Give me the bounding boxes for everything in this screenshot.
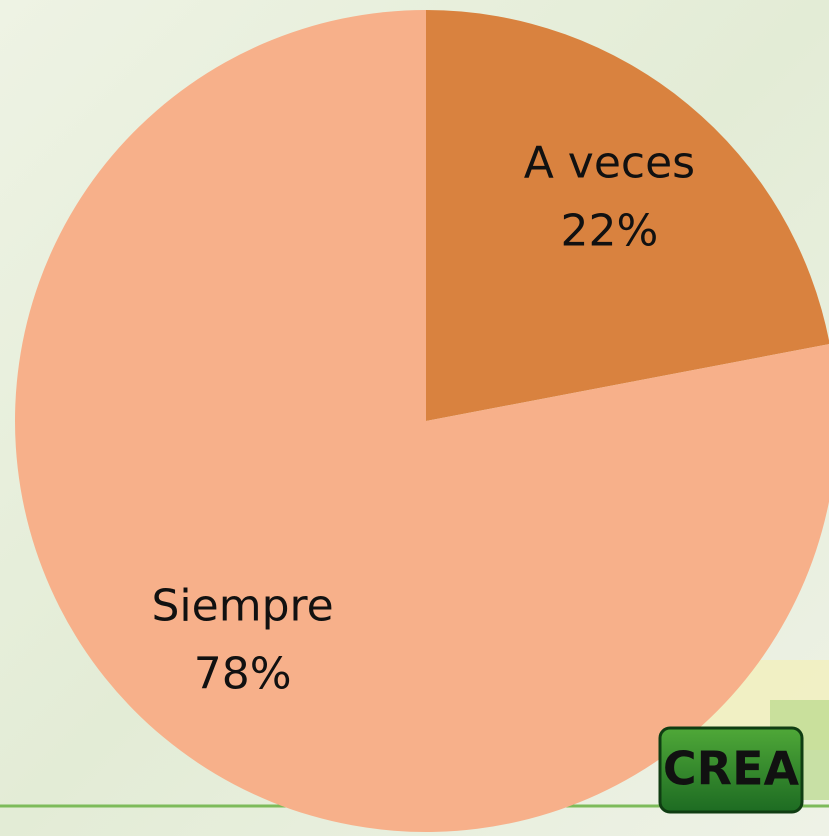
slice-value: 78% bbox=[194, 649, 292, 700]
pie bbox=[15, 10, 829, 832]
logo-box bbox=[658, 726, 804, 814]
pie-slice bbox=[426, 10, 829, 421]
slice-label: A veces bbox=[524, 137, 695, 188]
slice-value: 22% bbox=[560, 205, 658, 256]
logo-text: CREA bbox=[663, 742, 800, 796]
pie-slice bbox=[15, 10, 829, 832]
slice-label: Siempre bbox=[152, 581, 334, 632]
